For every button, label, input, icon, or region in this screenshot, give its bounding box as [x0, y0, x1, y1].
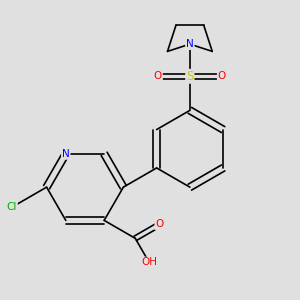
Text: O: O — [155, 219, 164, 230]
Text: O: O — [218, 71, 226, 81]
Text: OH: OH — [141, 257, 157, 268]
Text: S: S — [186, 70, 194, 83]
Text: N: N — [62, 149, 70, 159]
Text: N: N — [186, 39, 194, 49]
Text: Cl: Cl — [7, 202, 17, 212]
Text: O: O — [154, 71, 162, 81]
